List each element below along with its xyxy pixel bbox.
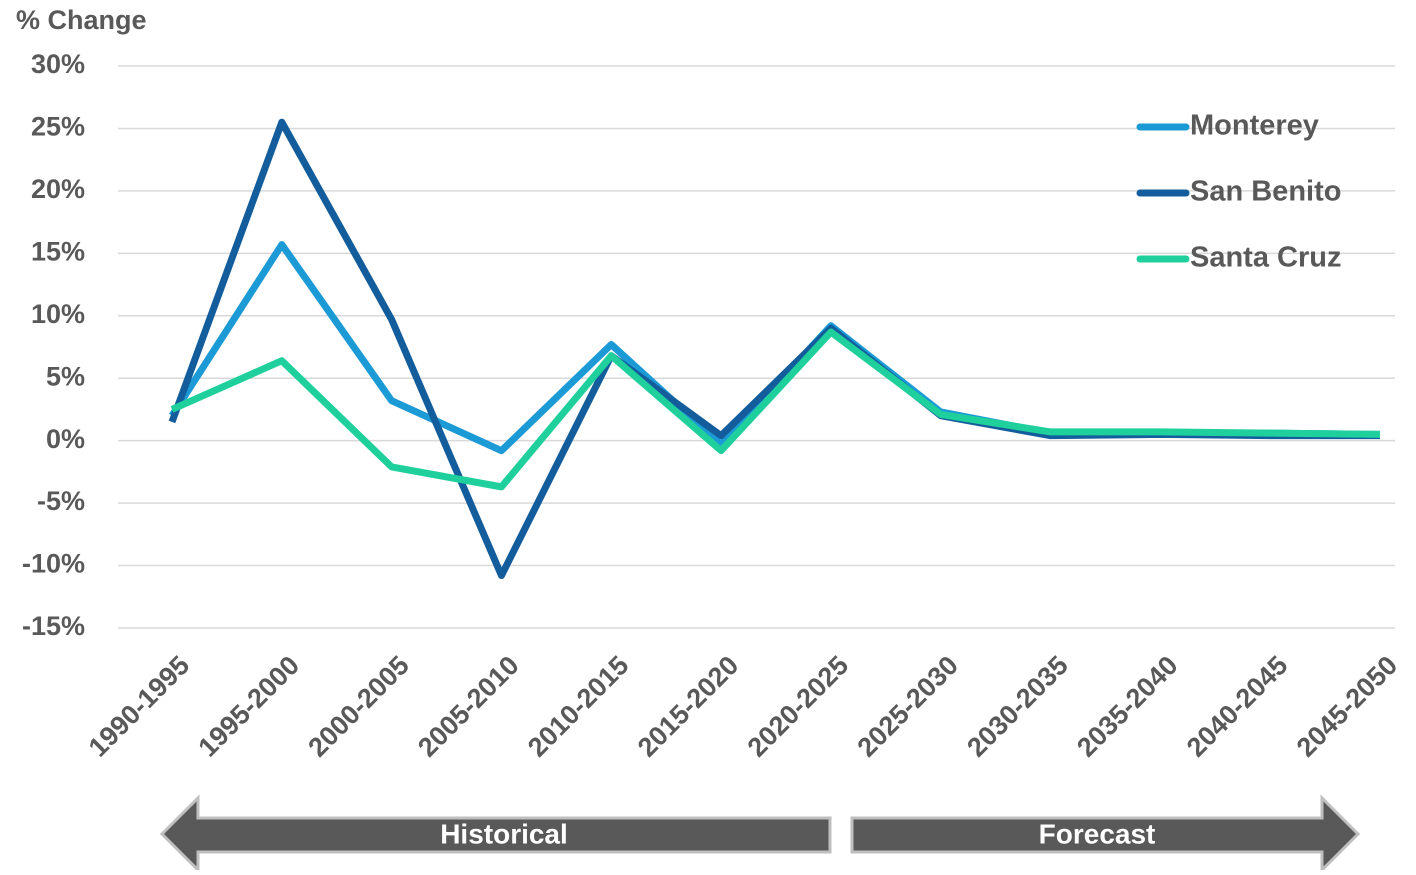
forecast-arrow — [850, 794, 1361, 874]
y-tick-label: -15% — [22, 611, 85, 641]
x-tick-label: 2040-2045 — [1181, 650, 1294, 763]
y-tick-label: 5% — [46, 361, 85, 391]
x-tick-label: 2030-2035 — [961, 650, 1074, 763]
y-axis-title: % Change — [16, 5, 147, 35]
x-tick-label: 2015-2020 — [632, 650, 745, 763]
x-tick-label: 1990-1995 — [83, 650, 196, 763]
x-tick-label: 2045-2050 — [1291, 650, 1404, 763]
y-tick-label: -10% — [22, 549, 85, 579]
x-tick-label: 2035-2040 — [1071, 650, 1184, 763]
y-tick-label: 25% — [31, 112, 85, 142]
y-tick-label: -5% — [37, 486, 85, 516]
x-tick-label: 2025-2030 — [851, 650, 964, 763]
legend-label: Santa Cruz — [1190, 242, 1341, 274]
annotation: Historical — [440, 818, 568, 849]
y-tick-label: 10% — [31, 299, 85, 329]
x-tick-label: 2020-2025 — [742, 650, 855, 763]
x-tick-label: 2010-2015 — [522, 650, 635, 763]
x-tick-label: 2000-2005 — [302, 650, 415, 763]
legend-label: Monterey — [1190, 110, 1319, 142]
x-tick-label: 1995-2000 — [193, 650, 306, 763]
historical-arrow — [159, 794, 832, 874]
y-tick-label: 20% — [31, 174, 85, 204]
legend-label: San Benito — [1190, 176, 1341, 208]
x-tick-label: 2005-2010 — [412, 650, 525, 763]
line — [170, 328, 1381, 491]
y-tick-label: 15% — [31, 236, 85, 266]
y-tick-label: 30% — [31, 49, 85, 79]
y-tick-label: 0% — [46, 424, 85, 454]
annotation: Forecast — [1039, 818, 1156, 849]
line — [169, 241, 1381, 455]
